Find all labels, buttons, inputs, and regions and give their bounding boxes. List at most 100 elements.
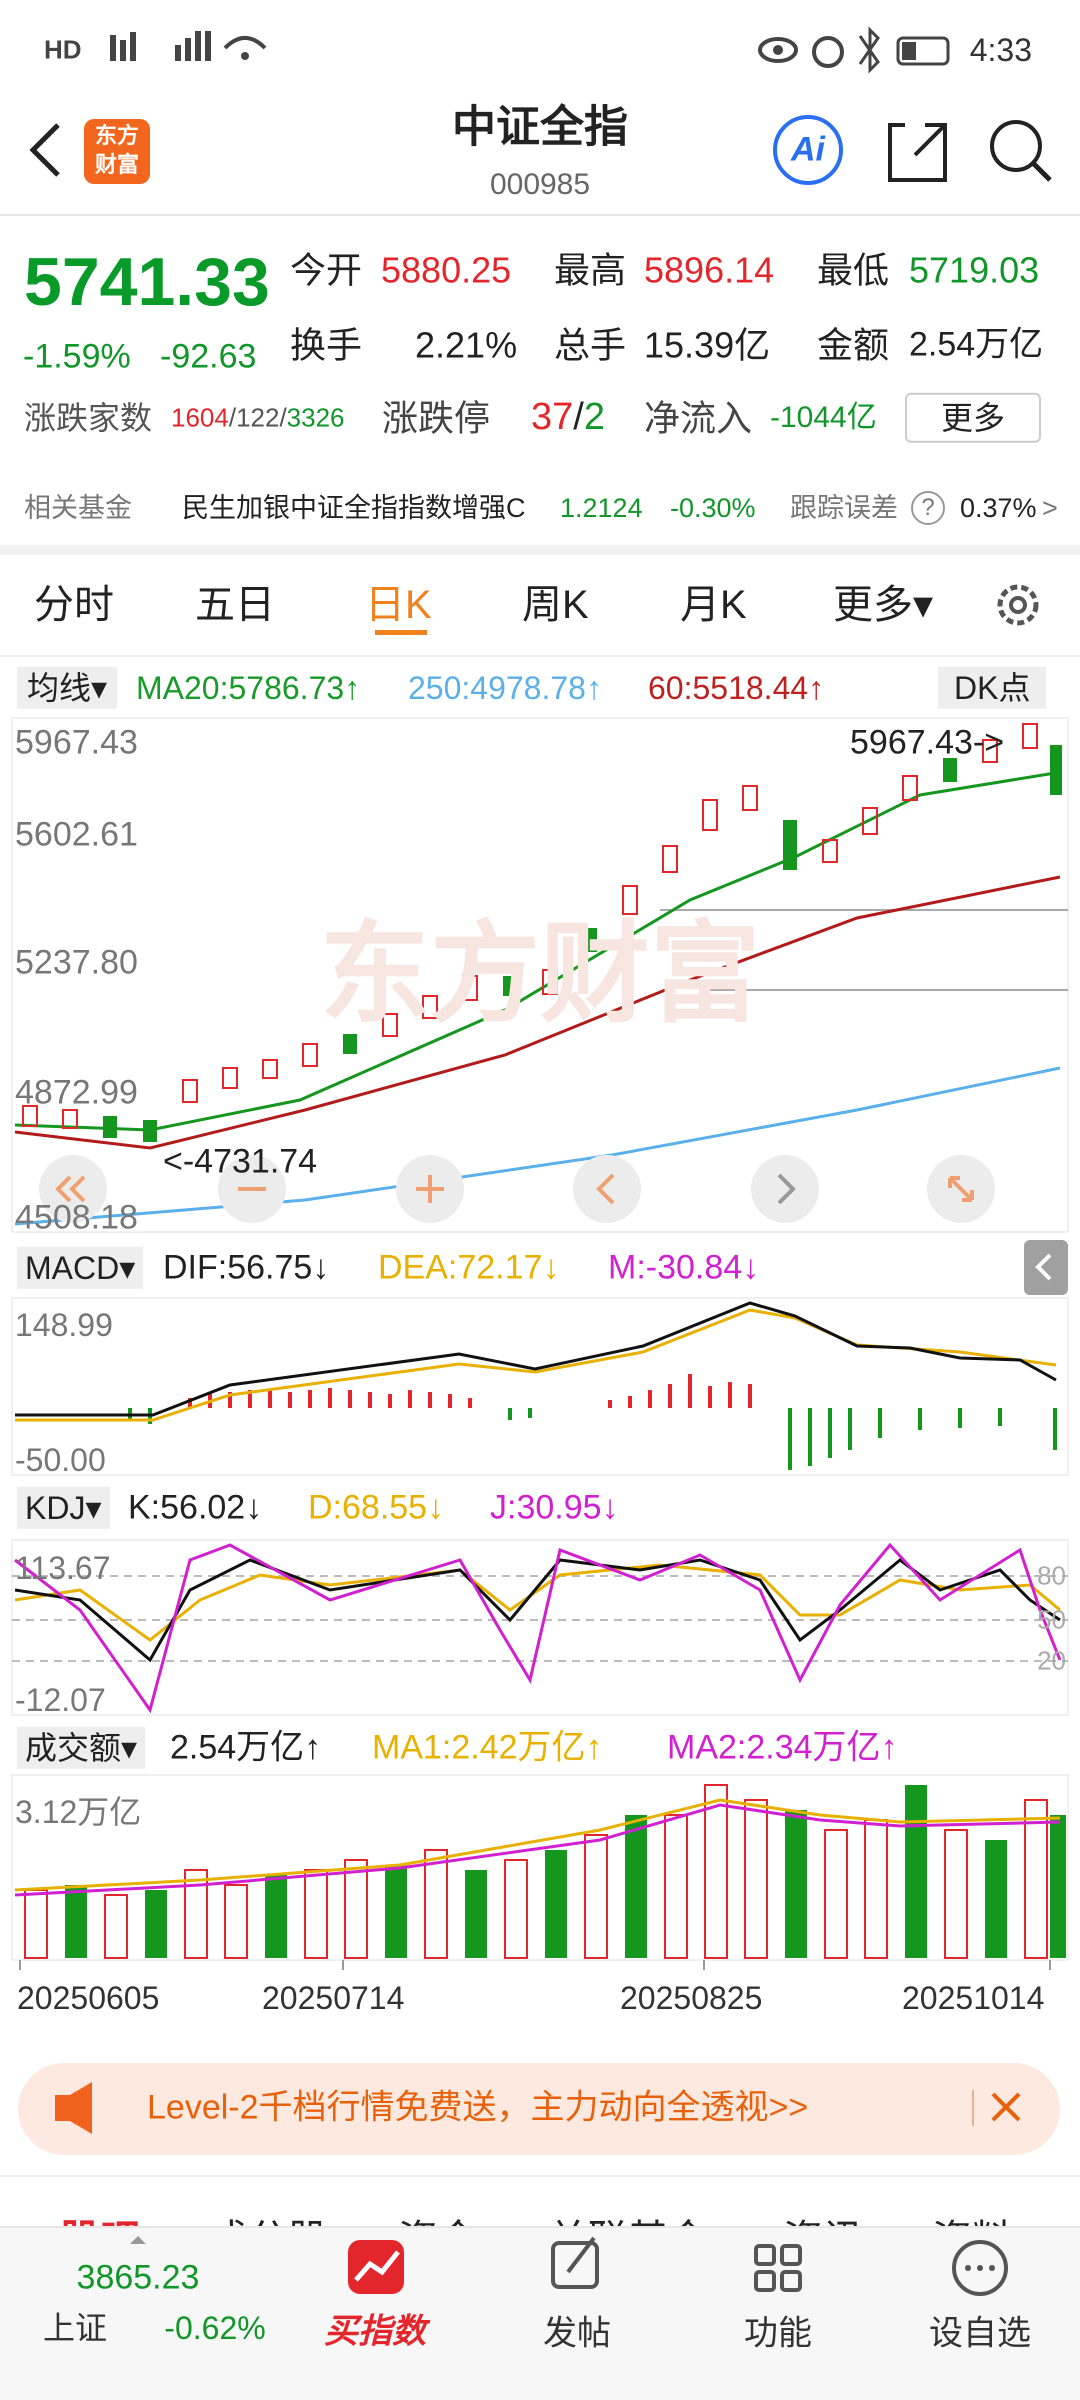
limit-label: 涨跌停 xyxy=(382,397,491,439)
nav-item[interactable]: 发帖 xyxy=(543,2314,611,2353)
kline-chart-shape-shape xyxy=(422,995,438,1019)
volume-chart-shape xyxy=(11,1774,1069,1961)
chart-controls-shape[interactable] xyxy=(751,1155,819,1223)
header-icons-shape[interactable] xyxy=(84,119,150,184)
promo-banner[interactable]: Level-2千档行情免费送，主力动向全透视>> xyxy=(147,2088,809,2127)
kline-chart-shape xyxy=(55,1173,974,1205)
kline-chart-shape-shape xyxy=(182,1079,198,1103)
tab[interactable]: 月K xyxy=(680,583,747,627)
status-icons-shape xyxy=(110,35,116,61)
macd-axis-label: -50.00 xyxy=(15,1441,106,1478)
kdj-chart-shape xyxy=(14,1563,1061,1642)
kline-chart-shape-shape xyxy=(783,820,797,870)
stat-label: 换手 xyxy=(290,324,363,366)
index-change[interactable]: -0.62% xyxy=(164,2309,266,2346)
logo-text: 东方 xyxy=(94,122,140,148)
header-icons-shape[interactable] xyxy=(990,120,1042,172)
nav-item[interactable]: 买指数 xyxy=(324,2312,426,2351)
banner-decoration[interactable] xyxy=(0,2063,1080,2177)
chart-controls-shape[interactable] xyxy=(573,1155,641,1223)
kline-chart-shape-shape xyxy=(1022,723,1038,749)
kline-chart-shape-shape xyxy=(143,1120,157,1142)
kline-chart xyxy=(11,717,1069,1233)
banner-decoration-shape[interactable] xyxy=(991,2092,1021,2122)
more-button[interactable]: 更多 xyxy=(904,392,1042,444)
index-name[interactable]: 上证 xyxy=(42,2309,108,2346)
stat-label: 总手 xyxy=(554,324,627,366)
volume-chart-shape-shape xyxy=(744,1799,768,1959)
limit-down: 2 xyxy=(583,396,605,439)
indicator-select[interactable]: 均线▾ xyxy=(17,666,118,710)
kline-chart-shape-shape xyxy=(596,1173,615,1205)
stat-value: 2.21% xyxy=(415,324,518,366)
nav-item[interactable]: 设自选 xyxy=(929,2314,1031,2353)
nav-item[interactable]: 功能 xyxy=(744,2314,812,2353)
volume-chart-shape xyxy=(14,1803,1061,1897)
nav-icons-shape xyxy=(551,2241,599,2289)
nav-icons-shape-shape xyxy=(989,2265,995,2271)
kline-chart-shape-shape xyxy=(22,1105,38,1127)
logo-text: 财富 xyxy=(94,151,140,177)
kdj-legend: D:68.55↓ xyxy=(308,1488,445,1527)
volume-chart-shape-shape xyxy=(184,1869,208,1959)
kdj-chart xyxy=(11,1539,1069,1716)
help-icon[interactable]: ? xyxy=(911,491,945,525)
down-count: 3326 xyxy=(286,402,345,433)
fund-name[interactable]: 民生加银中证全指指数增强C xyxy=(182,492,526,523)
page-title: 中证全指 xyxy=(452,102,628,152)
flat-count: /122/ xyxy=(228,402,287,433)
separators-shape xyxy=(0,655,1080,657)
header-icons[interactable] xyxy=(29,115,1052,185)
volume-chart-shape-shape xyxy=(664,1814,688,1959)
index-value[interactable]: 3865.23 xyxy=(76,2258,200,2297)
nav-icons-shape-shape xyxy=(965,2265,971,2271)
kdj-legend: K:56.02↓ xyxy=(128,1488,263,1527)
kline-chart-shape xyxy=(103,745,1062,1142)
tab[interactable]: 分时 xyxy=(34,583,114,627)
volume-chart-shape-shape xyxy=(545,1850,567,1958)
fund-arrow[interactable]: > xyxy=(1042,492,1058,523)
ma-legend: 250:4978.78↑ xyxy=(408,669,602,706)
banner-decoration-shape[interactable] xyxy=(0,2175,1080,2177)
dk-button[interactable]: DK点 xyxy=(938,666,1047,710)
header-icons-shape[interactable] xyxy=(1032,162,1052,182)
volume-chart-shape-shape xyxy=(424,1849,448,1959)
status-icons-shape xyxy=(241,52,249,60)
nav-icons-shape-shape xyxy=(754,2244,776,2266)
price-axis-label: 5967.43 xyxy=(15,723,138,762)
kline-chart-shape-shape xyxy=(948,1176,974,1202)
indicator-select[interactable]: 成交额▾ xyxy=(17,1726,146,1770)
kdj-level: 50 xyxy=(1037,1604,1066,1635)
tab[interactable]: 五日 xyxy=(195,583,275,627)
tab[interactable]: 周K xyxy=(522,583,589,627)
volume-chart-shape-shape xyxy=(905,1785,927,1958)
kline-chart-shape xyxy=(14,771,1056,1132)
volume-chart-shape-shape xyxy=(224,1884,248,1959)
separators-shape xyxy=(375,630,427,635)
stat-label: 金额 xyxy=(817,324,890,366)
change-value: -92.63 xyxy=(160,337,257,376)
status-icons-shape xyxy=(185,38,191,61)
status-icons-shape xyxy=(812,36,844,68)
kline-chart-shape-shape xyxy=(262,1059,278,1079)
banner-decoration-shape[interactable] xyxy=(55,2082,92,2134)
date-label: 20250825 xyxy=(620,1979,763,2016)
header-icons-shape[interactable] xyxy=(773,115,843,185)
header-icons-shape[interactable] xyxy=(29,123,60,177)
banner-decoration-shape[interactable] xyxy=(18,2063,1060,2155)
indicator-select[interactable]: KDJ▾ xyxy=(17,1486,110,1530)
tab-active[interactable]: 日K xyxy=(365,583,432,627)
kline-chart-shape-shape xyxy=(69,1175,86,1203)
nav-icons-shape xyxy=(566,2236,596,2274)
indicator-select[interactable]: MACD▾ xyxy=(17,1246,144,1290)
up-count: 1604 xyxy=(171,402,229,433)
ai-button[interactable]: Ai xyxy=(791,130,825,169)
nav-icons xyxy=(130,2236,1008,2296)
header-icons-shape[interactable] xyxy=(888,123,947,182)
tab[interactable]: 更多▾ xyxy=(833,583,934,627)
volume-chart-shape-shape xyxy=(385,1865,407,1958)
date-label: 20250605 xyxy=(17,1979,160,2016)
kline-chart-shape-shape xyxy=(702,799,718,831)
bottom-nav: 3865.23 上证 -0.62% 买指数 发帖 功能 设自选 xyxy=(0,2226,1080,2400)
